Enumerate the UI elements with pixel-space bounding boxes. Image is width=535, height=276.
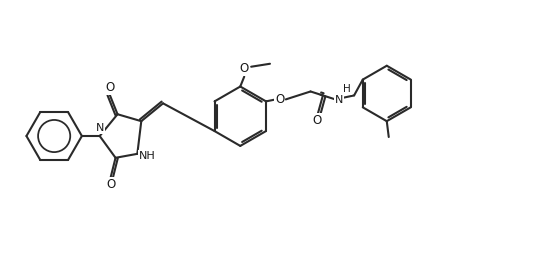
- Text: O: O: [275, 93, 285, 106]
- Text: O: O: [106, 178, 115, 191]
- Text: N: N: [335, 95, 343, 105]
- Text: O: O: [240, 62, 249, 75]
- Text: H: H: [343, 84, 351, 94]
- Text: NH: NH: [139, 151, 156, 161]
- Text: O: O: [312, 114, 322, 127]
- Text: O: O: [105, 81, 114, 94]
- Text: N: N: [96, 123, 104, 133]
